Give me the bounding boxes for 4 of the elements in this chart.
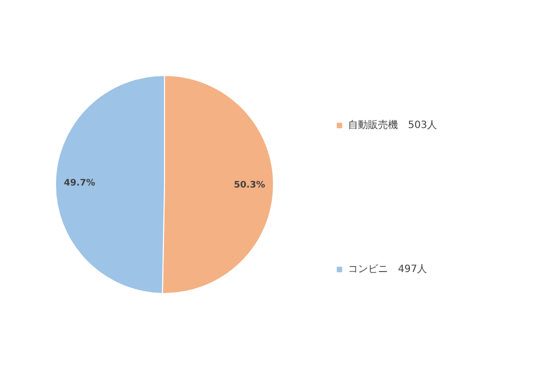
legend-label: コンビニ 497人	[348, 263, 428, 276]
legend-label: 自動販売機 503人	[348, 118, 438, 132]
data-label: 50.3%	[234, 180, 266, 190]
data-label: 49.7%	[64, 178, 96, 189]
